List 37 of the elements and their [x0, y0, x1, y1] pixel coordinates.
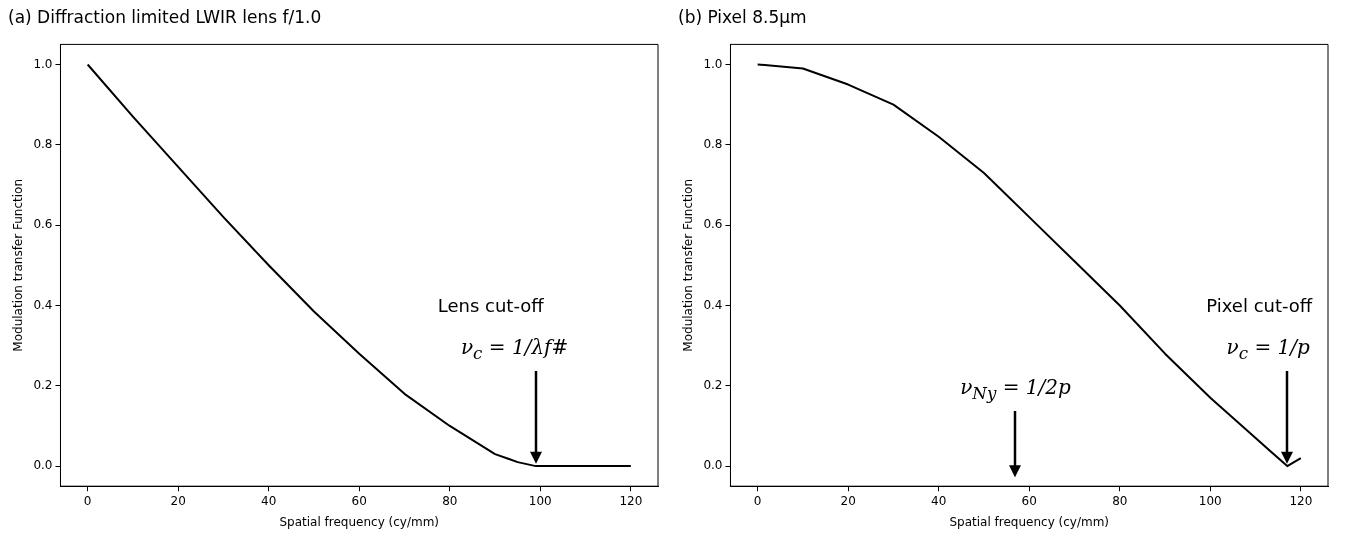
x-tick-label: 80 [1112, 493, 1128, 508]
annotation: ν$_{c}$ = 1/p [1226, 335, 1310, 364]
y-axis-title: Modulation transfer Function [681, 178, 696, 352]
y-tick-label: 0.2 [703, 377, 723, 392]
y-tick-label: 0.8 [703, 136, 723, 151]
y-tick-label: 1.0 [33, 56, 53, 71]
annotation: Lens cut-off [437, 294, 544, 316]
x-tick-label: 120 [1289, 493, 1313, 508]
chart-title: (a) Diffraction limited LWIR lens f/1.0 [8, 6, 322, 27]
y-tick-label: 0.0 [33, 458, 53, 473]
y-axis-title: Modulation transfer Function [11, 178, 26, 352]
x-tick-label: 100 [528, 493, 552, 508]
y-tick-label: 1.0 [703, 56, 723, 71]
y-tick-label: 0.0 [703, 458, 723, 473]
x-tick-label: 100 [1198, 493, 1222, 508]
y-tick-label: 0.6 [33, 217, 53, 232]
x-tick-label: 0 [83, 493, 92, 508]
x-tick-label: 20 [170, 493, 186, 508]
x-tick-label: 40 [931, 493, 947, 508]
y-tick-label: 0.8 [33, 136, 53, 151]
y-tick-label: 0.6 [703, 217, 723, 232]
x-tick-label: 120 [619, 493, 643, 508]
annotation: Pixel cut-off [1206, 294, 1313, 316]
y-tick-label: 0.4 [33, 297, 53, 312]
chart-title: (b) Pixel 8.5μm [678, 6, 807, 27]
x-tick-label: 20 [840, 493, 856, 508]
x-tick-label: 80 [442, 493, 458, 508]
annotation: ν$_{c}$ = 1/λf# [460, 335, 569, 364]
x-tick-label: 60 [351, 493, 367, 508]
x-axis-title: Spatial frequency (cy/mm) [949, 514, 1110, 529]
x-axis-title: Spatial frequency (cy/mm) [279, 514, 440, 529]
x-tick-label: 60 [1021, 493, 1037, 508]
x-tick-label: 40 [261, 493, 277, 508]
y-tick-label: 0.2 [33, 377, 53, 392]
y-tick-label: 0.4 [703, 297, 723, 312]
x-tick-label: 0 [753, 493, 762, 508]
annotation: ν$_{Ny}$ = 1/2p [960, 375, 1071, 403]
